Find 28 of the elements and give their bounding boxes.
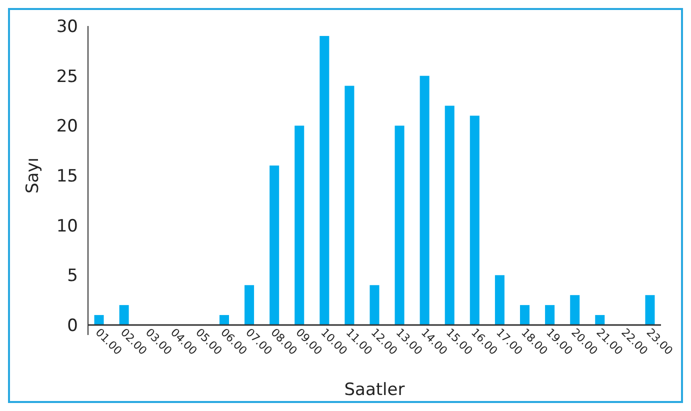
- bar: [520, 305, 530, 325]
- bar: [394, 126, 404, 325]
- x-axis-title: Saatler: [344, 380, 405, 400]
- y-tick-label: 15: [56, 166, 78, 186]
- y-tick-label: 10: [56, 216, 78, 236]
- bar: [444, 106, 454, 325]
- bar: [244, 285, 254, 325]
- bar: [344, 86, 354, 325]
- bar: [494, 275, 504, 325]
- bar: [570, 295, 580, 325]
- bar: [119, 305, 129, 325]
- bar: [595, 315, 605, 325]
- y-tick-label: 0: [67, 316, 78, 336]
- bar: [219, 315, 229, 325]
- bar: [420, 76, 430, 325]
- y-tick-label: 20: [56, 116, 78, 137]
- bar: [645, 295, 655, 325]
- bar: [294, 126, 304, 325]
- bar: [94, 315, 104, 325]
- y-tick-label: 5: [67, 266, 78, 286]
- bar: [320, 36, 330, 325]
- bar: [270, 166, 280, 325]
- y-tick-label: 30: [56, 16, 78, 37]
- bar: [545, 305, 555, 325]
- y-axis-title: Sayı: [23, 158, 43, 194]
- bar: [470, 116, 480, 325]
- bar: [370, 285, 380, 325]
- y-tick-label: 25: [56, 66, 78, 87]
